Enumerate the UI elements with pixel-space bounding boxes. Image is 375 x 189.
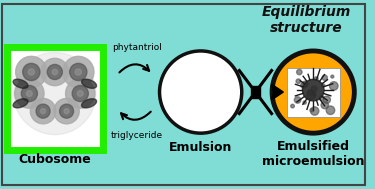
Circle shape bbox=[302, 81, 308, 87]
Bar bbox=[251, 86, 260, 98]
Circle shape bbox=[63, 56, 94, 88]
Circle shape bbox=[64, 109, 69, 114]
Polygon shape bbox=[13, 79, 28, 88]
Circle shape bbox=[16, 56, 47, 88]
Circle shape bbox=[159, 51, 242, 133]
Circle shape bbox=[60, 104, 74, 118]
Polygon shape bbox=[82, 99, 96, 108]
Circle shape bbox=[47, 64, 62, 80]
Circle shape bbox=[323, 96, 330, 103]
Circle shape bbox=[26, 91, 32, 96]
Circle shape bbox=[331, 75, 334, 78]
Circle shape bbox=[315, 77, 318, 80]
Polygon shape bbox=[272, 84, 284, 100]
Circle shape bbox=[30, 98, 56, 124]
Circle shape bbox=[322, 75, 327, 80]
Bar bbox=[7, 47, 103, 150]
Circle shape bbox=[15, 79, 44, 108]
Bar bbox=[287, 68, 340, 117]
Polygon shape bbox=[82, 79, 96, 88]
Circle shape bbox=[322, 84, 325, 87]
Text: phytantriol: phytantriol bbox=[112, 43, 162, 52]
Circle shape bbox=[52, 69, 57, 75]
Circle shape bbox=[311, 86, 317, 92]
Circle shape bbox=[297, 69, 302, 75]
Circle shape bbox=[307, 91, 315, 100]
Text: Equilibrium
structure: Equilibrium structure bbox=[262, 5, 351, 35]
Circle shape bbox=[66, 79, 95, 108]
Circle shape bbox=[41, 58, 69, 86]
Circle shape bbox=[70, 63, 87, 81]
Circle shape bbox=[321, 101, 328, 109]
Circle shape bbox=[294, 97, 301, 103]
Circle shape bbox=[77, 91, 83, 96]
Circle shape bbox=[40, 109, 46, 114]
Circle shape bbox=[303, 101, 306, 104]
Circle shape bbox=[72, 85, 88, 102]
Circle shape bbox=[303, 79, 324, 101]
Circle shape bbox=[296, 79, 300, 84]
Text: Emulsified
microemulsion: Emulsified microemulsion bbox=[262, 140, 364, 168]
Circle shape bbox=[36, 104, 50, 118]
Text: Cubosome: Cubosome bbox=[18, 153, 91, 166]
Circle shape bbox=[320, 96, 324, 101]
Circle shape bbox=[301, 82, 306, 88]
Circle shape bbox=[313, 93, 316, 96]
Circle shape bbox=[310, 107, 319, 115]
Circle shape bbox=[14, 52, 96, 135]
Circle shape bbox=[310, 108, 314, 112]
Circle shape bbox=[308, 90, 312, 95]
Circle shape bbox=[330, 82, 338, 90]
Polygon shape bbox=[13, 99, 28, 108]
Circle shape bbox=[54, 98, 79, 124]
Circle shape bbox=[75, 69, 81, 75]
Circle shape bbox=[23, 63, 40, 81]
Circle shape bbox=[291, 104, 294, 108]
Circle shape bbox=[326, 106, 335, 115]
Text: Emulsion: Emulsion bbox=[169, 141, 232, 154]
Text: triglyceride: triglyceride bbox=[111, 131, 163, 140]
Circle shape bbox=[28, 69, 34, 75]
Circle shape bbox=[21, 85, 38, 102]
Circle shape bbox=[272, 51, 354, 133]
